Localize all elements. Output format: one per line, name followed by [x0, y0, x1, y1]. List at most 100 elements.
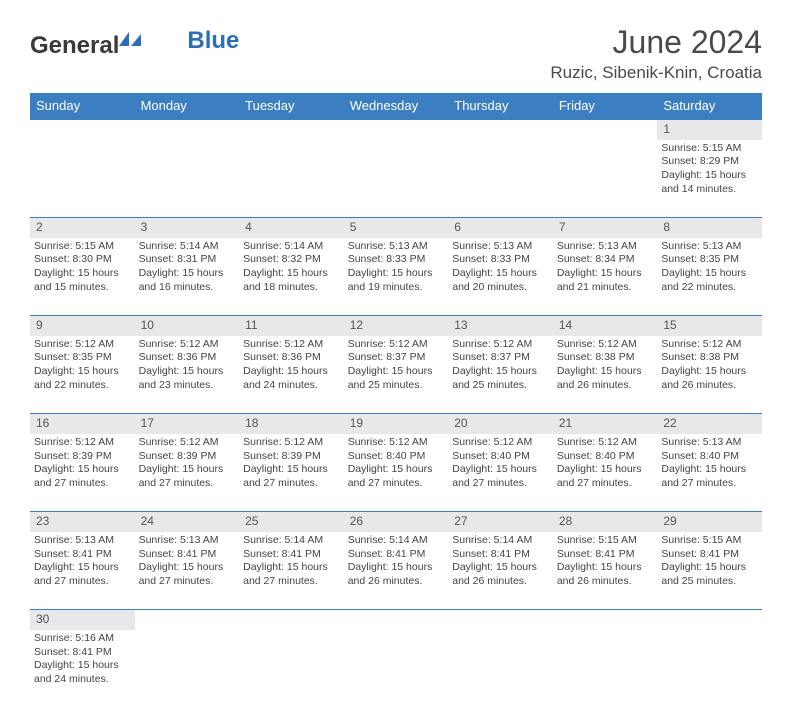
day-number: 23 — [30, 512, 135, 532]
day-sunrise: Sunrise: 5:14 AM — [243, 240, 340, 254]
day-cell — [344, 630, 449, 708]
day-day2: and 16 minutes. — [139, 281, 236, 295]
day-day2: and 25 minutes. — [452, 379, 549, 393]
day-sunset: Sunset: 8:41 PM — [348, 548, 445, 562]
day-day2: and 27 minutes. — [34, 477, 131, 491]
day-number-row: 16171819202122 — [30, 414, 762, 434]
day-day1: Daylight: 15 hours — [139, 463, 236, 477]
day-number — [239, 119, 344, 140]
day-number: 21 — [553, 414, 658, 434]
day-number — [448, 119, 553, 140]
day-cell — [135, 630, 240, 708]
day-cell — [135, 140, 240, 218]
day-number — [553, 119, 658, 140]
day-number: 27 — [448, 512, 553, 532]
day-sunset: Sunset: 8:40 PM — [557, 450, 654, 464]
day-detail-row: Sunrise: 5:15 AMSunset: 8:30 PMDaylight:… — [30, 238, 762, 316]
day-day1: Daylight: 15 hours — [139, 561, 236, 575]
day-day1: Daylight: 15 hours — [452, 561, 549, 575]
day-number — [135, 119, 240, 140]
day-number: 2 — [30, 218, 135, 238]
page-title: June 2024 — [550, 24, 762, 61]
day-day2: and 20 minutes. — [452, 281, 549, 295]
weekday-header: Friday — [553, 93, 658, 119]
day-cell: Sunrise: 5:13 AMSunset: 8:33 PMDaylight:… — [344, 238, 449, 316]
day-day1: Daylight: 15 hours — [348, 463, 445, 477]
day-detail-row: Sunrise: 5:13 AMSunset: 8:41 PMDaylight:… — [30, 532, 762, 610]
day-number-row: 30 — [30, 610, 762, 630]
day-cell: Sunrise: 5:12 AMSunset: 8:36 PMDaylight:… — [135, 336, 240, 414]
day-number: 24 — [135, 512, 240, 532]
day-number: 26 — [344, 512, 449, 532]
day-sunset: Sunset: 8:36 PM — [139, 351, 236, 365]
day-cell: Sunrise: 5:12 AMSunset: 8:36 PMDaylight:… — [239, 336, 344, 414]
day-day1: Daylight: 15 hours — [661, 561, 758, 575]
day-sunset: Sunset: 8:30 PM — [34, 253, 131, 267]
day-day2: and 26 minutes. — [452, 575, 549, 589]
day-day1: Daylight: 15 hours — [34, 267, 131, 281]
day-sunset: Sunset: 8:40 PM — [348, 450, 445, 464]
day-number — [30, 119, 135, 140]
day-day2: and 27 minutes. — [348, 477, 445, 491]
day-day1: Daylight: 15 hours — [139, 267, 236, 281]
day-sunrise: Sunrise: 5:13 AM — [34, 534, 131, 548]
day-sunrise: Sunrise: 5:12 AM — [348, 338, 445, 352]
day-sunset: Sunset: 8:39 PM — [243, 450, 340, 464]
day-sunrise: Sunrise: 5:15 AM — [661, 534, 758, 548]
day-number: 30 — [30, 610, 135, 630]
day-cell — [30, 140, 135, 218]
day-sunrise: Sunrise: 5:13 AM — [452, 240, 549, 254]
day-number: 5 — [344, 218, 449, 238]
day-day2: and 27 minutes. — [139, 477, 236, 491]
day-day2: and 21 minutes. — [557, 281, 654, 295]
day-sunset: Sunset: 8:41 PM — [34, 646, 131, 660]
day-day1: Daylight: 15 hours — [557, 463, 654, 477]
day-day2: and 25 minutes. — [348, 379, 445, 393]
day-sunrise: Sunrise: 5:12 AM — [452, 436, 549, 450]
day-number-row: 2345678 — [30, 218, 762, 238]
day-sunset: Sunset: 8:41 PM — [452, 548, 549, 562]
day-cell: Sunrise: 5:12 AMSunset: 8:38 PMDaylight:… — [657, 336, 762, 414]
day-cell: Sunrise: 5:15 AMSunset: 8:29 PMDaylight:… — [657, 140, 762, 218]
day-day1: Daylight: 15 hours — [348, 267, 445, 281]
day-sunset: Sunset: 8:37 PM — [452, 351, 549, 365]
day-day2: and 27 minutes. — [34, 575, 131, 589]
day-sunset: Sunset: 8:36 PM — [243, 351, 340, 365]
day-cell — [239, 140, 344, 218]
weekday-header-row: Sunday Monday Tuesday Wednesday Thursday… — [30, 93, 762, 119]
day-sunrise: Sunrise: 5:12 AM — [243, 436, 340, 450]
day-day1: Daylight: 15 hours — [557, 365, 654, 379]
day-day2: and 27 minutes. — [661, 477, 758, 491]
day-sunrise: Sunrise: 5:13 AM — [348, 240, 445, 254]
day-day2: and 22 minutes. — [34, 379, 131, 393]
day-day1: Daylight: 15 hours — [452, 267, 549, 281]
weekday-header: Thursday — [448, 93, 553, 119]
day-number: 6 — [448, 218, 553, 238]
day-day1: Daylight: 15 hours — [34, 365, 131, 379]
day-number: 7 — [553, 218, 658, 238]
day-sunrise: Sunrise: 5:15 AM — [34, 240, 131, 254]
day-day2: and 15 minutes. — [34, 281, 131, 295]
day-cell: Sunrise: 5:12 AMSunset: 8:39 PMDaylight:… — [135, 434, 240, 512]
title-block: June 2024 Ruzic, Sibenik-Knin, Croatia — [550, 24, 762, 83]
day-cell: Sunrise: 5:12 AMSunset: 8:40 PMDaylight:… — [344, 434, 449, 512]
day-number — [239, 610, 344, 630]
day-number — [344, 610, 449, 630]
day-sunrise: Sunrise: 5:15 AM — [557, 534, 654, 548]
day-day1: Daylight: 15 hours — [557, 267, 654, 281]
day-number — [553, 610, 658, 630]
day-number: 10 — [135, 316, 240, 336]
day-cell: Sunrise: 5:14 AMSunset: 8:41 PMDaylight:… — [344, 532, 449, 610]
day-sunset: Sunset: 8:41 PM — [139, 548, 236, 562]
day-cell: Sunrise: 5:12 AMSunset: 8:35 PMDaylight:… — [30, 336, 135, 414]
day-cell — [553, 140, 658, 218]
day-day2: and 27 minutes. — [243, 477, 340, 491]
day-day1: Daylight: 15 hours — [243, 365, 340, 379]
day-day2: and 22 minutes. — [661, 281, 758, 295]
day-number: 28 — [553, 512, 658, 532]
day-number — [135, 610, 240, 630]
day-day2: and 19 minutes. — [348, 281, 445, 295]
day-sunset: Sunset: 8:39 PM — [34, 450, 131, 464]
day-cell: Sunrise: 5:13 AMSunset: 8:34 PMDaylight:… — [553, 238, 658, 316]
day-sunset: Sunset: 8:38 PM — [557, 351, 654, 365]
